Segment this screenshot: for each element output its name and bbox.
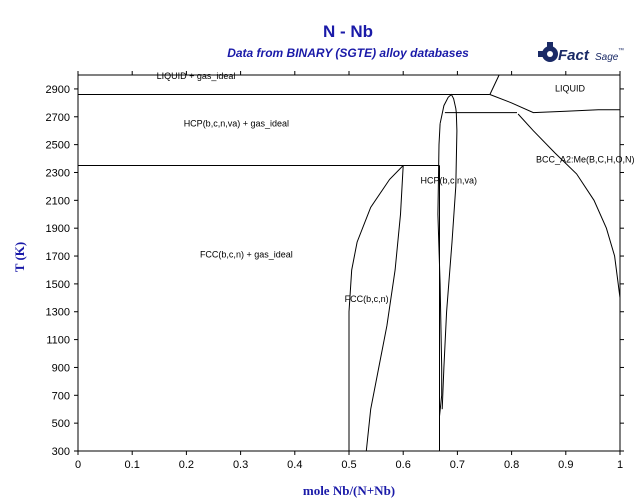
phase-boundaries bbox=[78, 74, 621, 452]
y-tick-label: 2900 bbox=[46, 84, 70, 96]
y-tick-label: 2500 bbox=[46, 140, 70, 152]
y-tick-label: 1100 bbox=[46, 335, 70, 347]
logo-fact-text: Fact bbox=[558, 47, 590, 64]
x-tick-label: 0.5 bbox=[341, 459, 356, 471]
y-tick-label: 2100 bbox=[46, 195, 70, 207]
phase-boundary-line-10 bbox=[348, 165, 404, 451]
y-tick-label: 500 bbox=[52, 418, 70, 430]
phase-region-label: HCP(b,c,n,va) + gas_ideal bbox=[184, 119, 289, 129]
factsage-gear-icon bbox=[538, 42, 558, 62]
x-tick-label: 1 bbox=[617, 459, 623, 471]
phase-boundary-line-6 bbox=[489, 94, 620, 114]
y-tick-label: 2300 bbox=[46, 167, 70, 179]
x-tick-label: 0.2 bbox=[179, 459, 194, 471]
x-tick-label: 0.1 bbox=[125, 459, 140, 471]
factsage-logo: Fact Sage ™ bbox=[538, 42, 624, 64]
phase-region-label: HCP(b,c,n,va) bbox=[421, 176, 478, 186]
phase-boundary-line-2 bbox=[489, 74, 500, 95]
y-tick-label: 1500 bbox=[46, 279, 70, 291]
phase-boundary-line-11 bbox=[365, 165, 404, 452]
phase-boundary-line-12 bbox=[517, 113, 621, 347]
x-tick-label: 0 bbox=[75, 459, 81, 471]
logo-sage-text: Sage bbox=[595, 52, 619, 63]
logo-trademark: ™ bbox=[618, 47, 624, 54]
phase-boundary-line-8 bbox=[437, 123, 443, 417]
phase-region-label: LIQUID + gas_ideal bbox=[157, 71, 236, 81]
x-tick-label: 0.7 bbox=[450, 459, 465, 471]
phase-boundary-line-7 bbox=[439, 93, 457, 124]
y-tick-label: 1300 bbox=[46, 307, 70, 319]
y-axis-label: T (K) bbox=[12, 242, 27, 272]
x-tick-label: 0.8 bbox=[504, 459, 519, 471]
phase-region-labels: LIQUID + gas_ideal LIQUID HCP(b,c,n,va) + … bbox=[157, 71, 635, 304]
x-tick-label: 0.9 bbox=[558, 459, 573, 471]
y-tick-label: 900 bbox=[52, 362, 70, 374]
x-tick-label: 0.3 bbox=[233, 459, 248, 471]
y-tick-label: 2700 bbox=[46, 112, 70, 124]
phase-region-label: LIQUID bbox=[555, 84, 586, 94]
phase-region-label: BCC_A2:Me(B,C,H,O,N) bbox=[536, 155, 635, 165]
axis-ticks: 0 0.1 0.2 0.3 0.4 0.5 0.6 0.7 0.8 0.9 130050070090… bbox=[46, 71, 624, 471]
chart-subtitle: Data from BINARY (SGTE) alloy databases bbox=[227, 46, 469, 60]
y-tick-label: 1700 bbox=[46, 251, 70, 263]
chart-title: N - Nb bbox=[323, 22, 373, 41]
x-axis-label: mole Nb/(N+Nb) bbox=[303, 483, 395, 498]
y-tick-label: 1900 bbox=[46, 223, 70, 235]
x-tick-label: 0.6 bbox=[396, 459, 411, 471]
x-tick-label: 0.4 bbox=[287, 459, 302, 471]
phase-region-label: FCC(b,c,n) bbox=[345, 294, 389, 304]
phase-region-label: FCC(b,c,n) + gas_ideal bbox=[200, 249, 293, 259]
y-tick-label: 700 bbox=[52, 390, 70, 402]
phase-boundary-line-9 bbox=[441, 112, 458, 410]
y-tick-label: 300 bbox=[52, 446, 70, 458]
